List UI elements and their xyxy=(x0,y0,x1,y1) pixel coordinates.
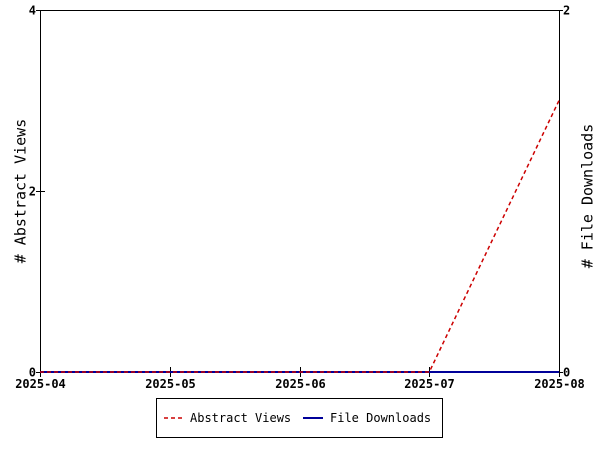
series-layer xyxy=(40,100,560,373)
plot-area xyxy=(40,10,560,373)
left-y-tick-label: 0 xyxy=(29,366,36,380)
legend: Abstract Views File Downloads xyxy=(156,398,443,438)
x-tick-label: 2025-06 xyxy=(275,377,326,391)
x-tick-label: 2025-08 xyxy=(534,377,585,391)
right-y-tick-label: 2 xyxy=(563,4,570,18)
x-tick-label: 2025-04 xyxy=(15,377,66,391)
left-y-tick-label: 4 xyxy=(29,4,36,18)
x-tick-label: 2025-05 xyxy=(145,377,196,391)
x-axis-ticks: 2025-04 2025-05 2025-06 2025-07 2025-08 xyxy=(15,367,585,391)
right-y-tick-label: 0 xyxy=(563,366,570,380)
legend-box xyxy=(156,398,443,438)
left-y-tick-label: 2 xyxy=(29,185,36,199)
legend-label-abstract-views: Abstract Views xyxy=(190,411,291,425)
legend-label-file-downloads: File Downloads xyxy=(330,411,431,425)
left-y-axis-title: # Abstract Views xyxy=(12,119,30,264)
x-tick-label: 2025-07 xyxy=(404,377,455,391)
right-y-axis-title: # File Downloads xyxy=(579,124,597,269)
series-line-abstract-views xyxy=(40,100,560,373)
